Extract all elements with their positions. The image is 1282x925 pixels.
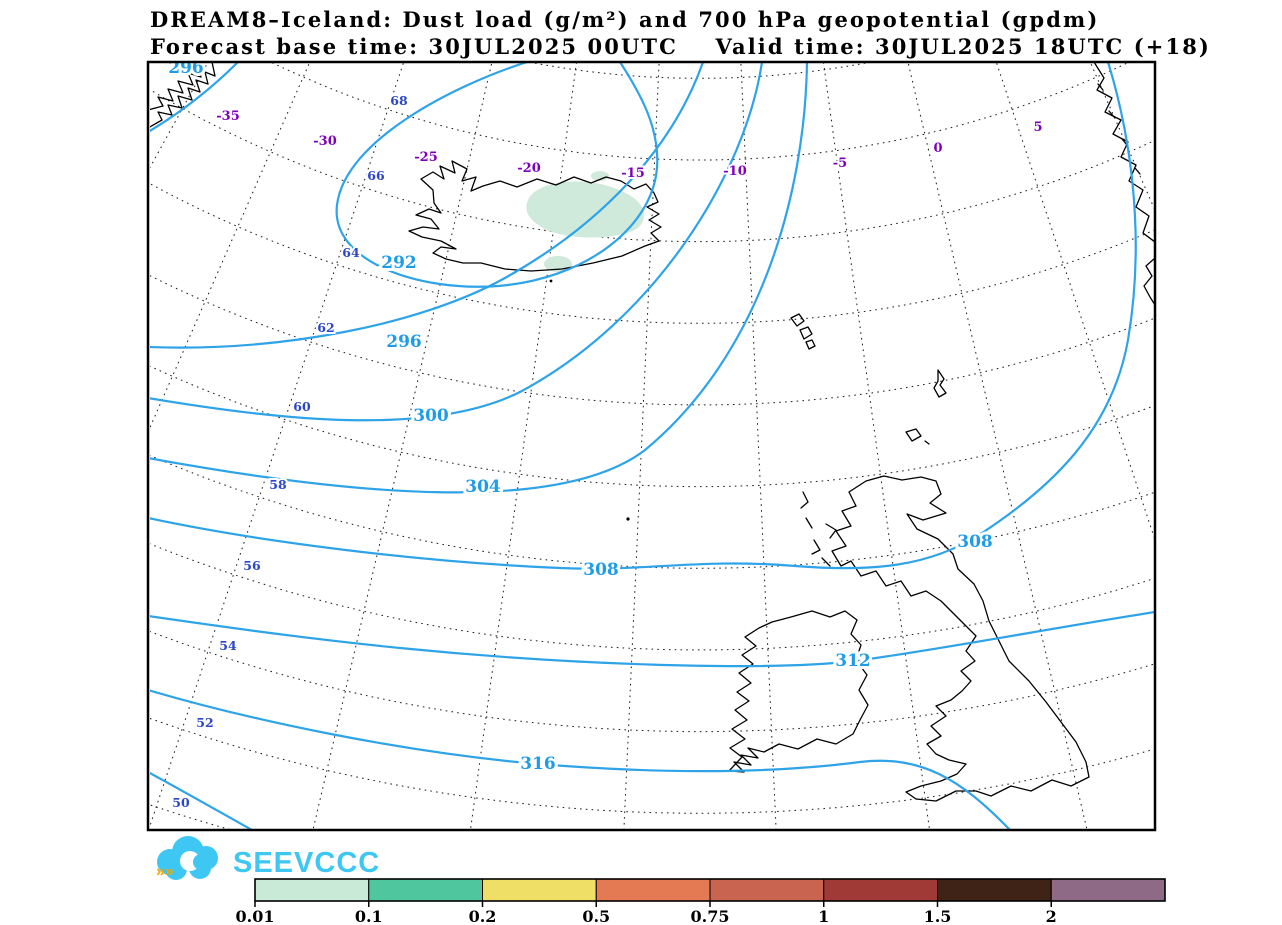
faroes-coast <box>790 313 816 350</box>
latitude-labels: 68 66 64 62 60 58 56 54 52 50 <box>170 91 410 812</box>
dust-load-colorbar: 0.01 0.1 0.2 0.5 0.75 1 1.5 2 <box>236 878 1166 925</box>
legend-segment <box>937 878 1052 902</box>
legend-tick-label: 0.01 <box>236 907 275 925</box>
logo-text: SEEVCCC <box>233 847 380 879</box>
lon-label: -30 <box>313 134 337 149</box>
legend-tick-label: 0.75 <box>691 907 730 925</box>
legend-segment <box>709 878 825 902</box>
great-britain-coast <box>831 475 1090 802</box>
contour-300 <box>150 63 763 422</box>
contour-label: 292 <box>381 253 417 273</box>
legend-tick-label: 0.5 <box>582 907 610 925</box>
lat-label: 54 <box>219 638 237 653</box>
lat-label: 60 <box>293 399 311 414</box>
contour-label: 308 <box>957 532 993 552</box>
legend-tick-label: 1 <box>818 907 829 925</box>
coastlines <box>150 63 1154 802</box>
iceland-coast <box>408 160 662 272</box>
legend-tick-label: 0.2 <box>469 907 497 925</box>
legend-segment <box>482 878 597 902</box>
ireland-coast <box>728 610 869 773</box>
norway-coast <box>1093 63 1154 243</box>
contour-label: 312 <box>835 651 871 671</box>
legend-segment <box>595 878 711 902</box>
lon-label: -20 <box>517 161 541 176</box>
map-title: DREAM8–Iceland: Dust load (g/m²) and 700… <box>150 7 1100 32</box>
lat-label: 56 <box>243 558 261 573</box>
contour-label: 308 <box>583 560 619 580</box>
map-frame-border <box>146 60 1157 832</box>
cloud-icon <box>157 836 218 880</box>
norway-skerries <box>1097 83 1141 175</box>
contour-label: 304 <box>465 477 501 497</box>
geopotential-contours <box>150 63 1154 829</box>
legend-segment <box>1050 878 1166 902</box>
greenland-coast <box>150 63 205 111</box>
shetland-orkney-coast <box>905 369 947 445</box>
norway-coast <box>1143 258 1154 305</box>
title-block: DREAM8–Iceland: Dust load (g/m²) and 700… <box>150 6 1211 60</box>
lon-label: 0 <box>933 141 942 156</box>
contour-label: 296 <box>386 332 422 352</box>
lat-label: 64 <box>342 245 360 260</box>
lon-label: -10 <box>723 164 747 179</box>
lon-label: 5 <box>1033 120 1042 135</box>
contour-292 <box>335 63 659 288</box>
greenland-coast <box>150 63 216 128</box>
lat-label: 66 <box>367 168 385 183</box>
contour-296-nw <box>150 63 239 133</box>
map-subtitle: Forecast base time: 30JUL2025 00UTC Vali… <box>150 34 1211 59</box>
legend-segment <box>823 878 938 902</box>
lon-label: -35 <box>216 109 240 124</box>
longitude-labels: -35 -30 -25 -20 -15 -10 -5 0 5 <box>214 107 1044 183</box>
contour-316 <box>150 689 1011 829</box>
legend-tick-label: 0.1 <box>355 907 383 925</box>
legend-tick-label: 1.5 <box>924 907 952 925</box>
lat-label: 52 <box>196 715 213 730</box>
lat-label: 50 <box>172 795 190 810</box>
lat-label: 58 <box>269 477 287 492</box>
contour-label: 296 <box>168 58 204 78</box>
contour-312 <box>150 611 1154 668</box>
contour-value-labels: 296 292 296 300 304 308 308 312 316 <box>165 58 996 777</box>
contour-320 <box>150 771 253 829</box>
seevccc-logo: »» SEEVCCC <box>156 836 380 880</box>
contour-label: 300 <box>413 406 449 426</box>
lat-label: 62 <box>317 320 334 335</box>
lon-label: -25 <box>414 150 438 165</box>
logo-arrows-icon: »» <box>156 863 174 880</box>
hebrides-coast <box>800 491 837 567</box>
legend-segment <box>254 878 370 902</box>
lon-label: -5 <box>833 156 847 171</box>
contour-296 <box>150 63 704 349</box>
legend-tick-label: 2 <box>1046 907 1057 925</box>
legend-segment <box>368 878 483 902</box>
contour-308 <box>150 63 1137 570</box>
lon-label: -15 <box>621 166 645 181</box>
contour-304 <box>150 63 809 494</box>
contour-label: 316 <box>520 754 556 774</box>
lat-label: 68 <box>390 93 408 108</box>
